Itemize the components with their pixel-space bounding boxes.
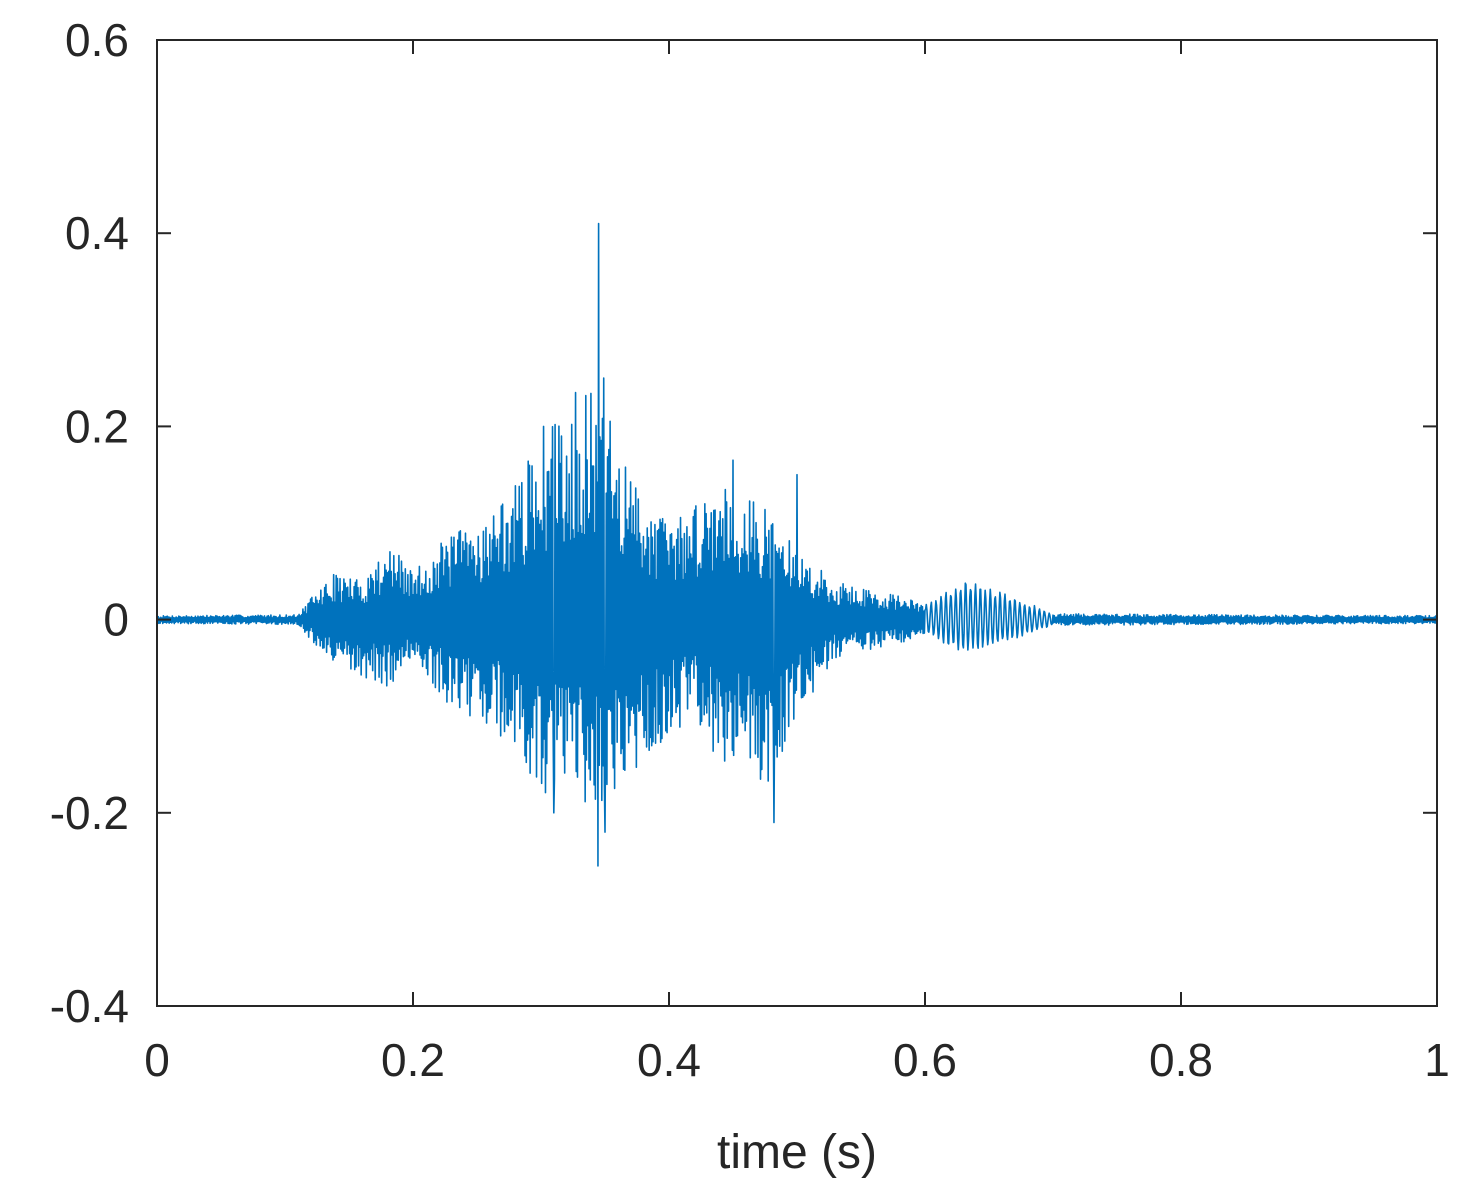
x-axis-title: time (s): [717, 1126, 877, 1179]
x-tick-label: 0.2: [381, 1034, 445, 1086]
x-tick-label: 0: [144, 1034, 170, 1086]
y-tick-label: 0: [103, 594, 129, 646]
plot-frame: [156, 39, 1438, 1007]
y-tick-labels: -0.4 -0.2 0 0.2 0.4 0.6: [50, 14, 129, 1032]
y-tick-label: 0.2: [65, 400, 129, 452]
y-tick-label: 0.4: [65, 207, 129, 259]
series-layer: [156, 222, 1438, 867]
x-tick-label: 0.8: [1149, 1034, 1213, 1086]
x-tick-label: 1: [1424, 1034, 1450, 1086]
x-tick-labels: 0 0.2 0.4 0.6 0.8 1: [144, 1034, 1450, 1086]
y-tick-label: 0.6: [65, 14, 129, 66]
y-tick-label: -0.2: [50, 787, 129, 839]
y-tick-label: -0.4: [50, 980, 129, 1032]
x-tick-label: 0.6: [893, 1034, 957, 1086]
x-tick-label: 0.4: [637, 1034, 701, 1086]
waveform-series-line: [156, 222, 1438, 867]
